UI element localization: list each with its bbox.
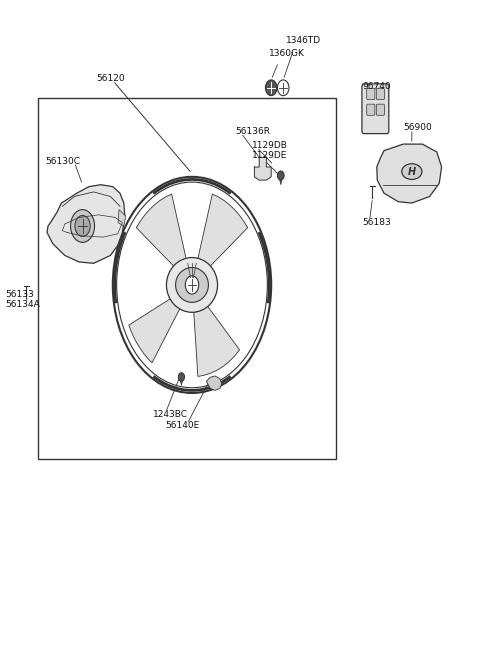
- Text: 56134A: 56134A: [5, 300, 39, 309]
- Text: 56120: 56120: [96, 74, 125, 83]
- Polygon shape: [377, 144, 442, 203]
- Circle shape: [178, 373, 184, 381]
- FancyBboxPatch shape: [376, 88, 384, 100]
- Ellipse shape: [167, 257, 217, 312]
- Polygon shape: [198, 194, 248, 269]
- Polygon shape: [47, 185, 125, 263]
- Polygon shape: [118, 210, 126, 226]
- FancyBboxPatch shape: [367, 88, 375, 100]
- Bar: [38, 98, 336, 458]
- Circle shape: [265, 80, 277, 96]
- Circle shape: [75, 215, 90, 236]
- Polygon shape: [206, 376, 222, 390]
- Text: 56900: 56900: [403, 122, 432, 132]
- Circle shape: [277, 171, 284, 180]
- FancyBboxPatch shape: [362, 84, 389, 134]
- Polygon shape: [129, 297, 180, 363]
- Text: 1243BC: 1243BC: [153, 410, 188, 419]
- Ellipse shape: [176, 267, 208, 303]
- FancyBboxPatch shape: [367, 104, 375, 115]
- Circle shape: [185, 276, 199, 294]
- Text: H: H: [408, 166, 416, 177]
- Circle shape: [277, 80, 289, 96]
- Text: 1129DE: 1129DE: [252, 151, 288, 160]
- Text: 96740: 96740: [362, 82, 391, 91]
- Text: 56183: 56183: [362, 218, 391, 227]
- Ellipse shape: [402, 164, 422, 179]
- Polygon shape: [136, 194, 186, 269]
- Text: 56133: 56133: [5, 290, 34, 299]
- Polygon shape: [194, 305, 240, 377]
- FancyBboxPatch shape: [376, 104, 384, 115]
- Text: 56140E: 56140E: [166, 421, 200, 430]
- Text: 56136R: 56136R: [235, 126, 270, 136]
- Text: 1346TD: 1346TD: [286, 36, 321, 45]
- Text: 1129DB: 1129DB: [252, 141, 288, 150]
- Circle shape: [71, 210, 95, 242]
- Polygon shape: [279, 176, 283, 185]
- Text: 1360GK: 1360GK: [269, 49, 305, 58]
- Polygon shape: [254, 157, 271, 180]
- Text: 56130C: 56130C: [46, 157, 81, 166]
- Polygon shape: [180, 377, 183, 385]
